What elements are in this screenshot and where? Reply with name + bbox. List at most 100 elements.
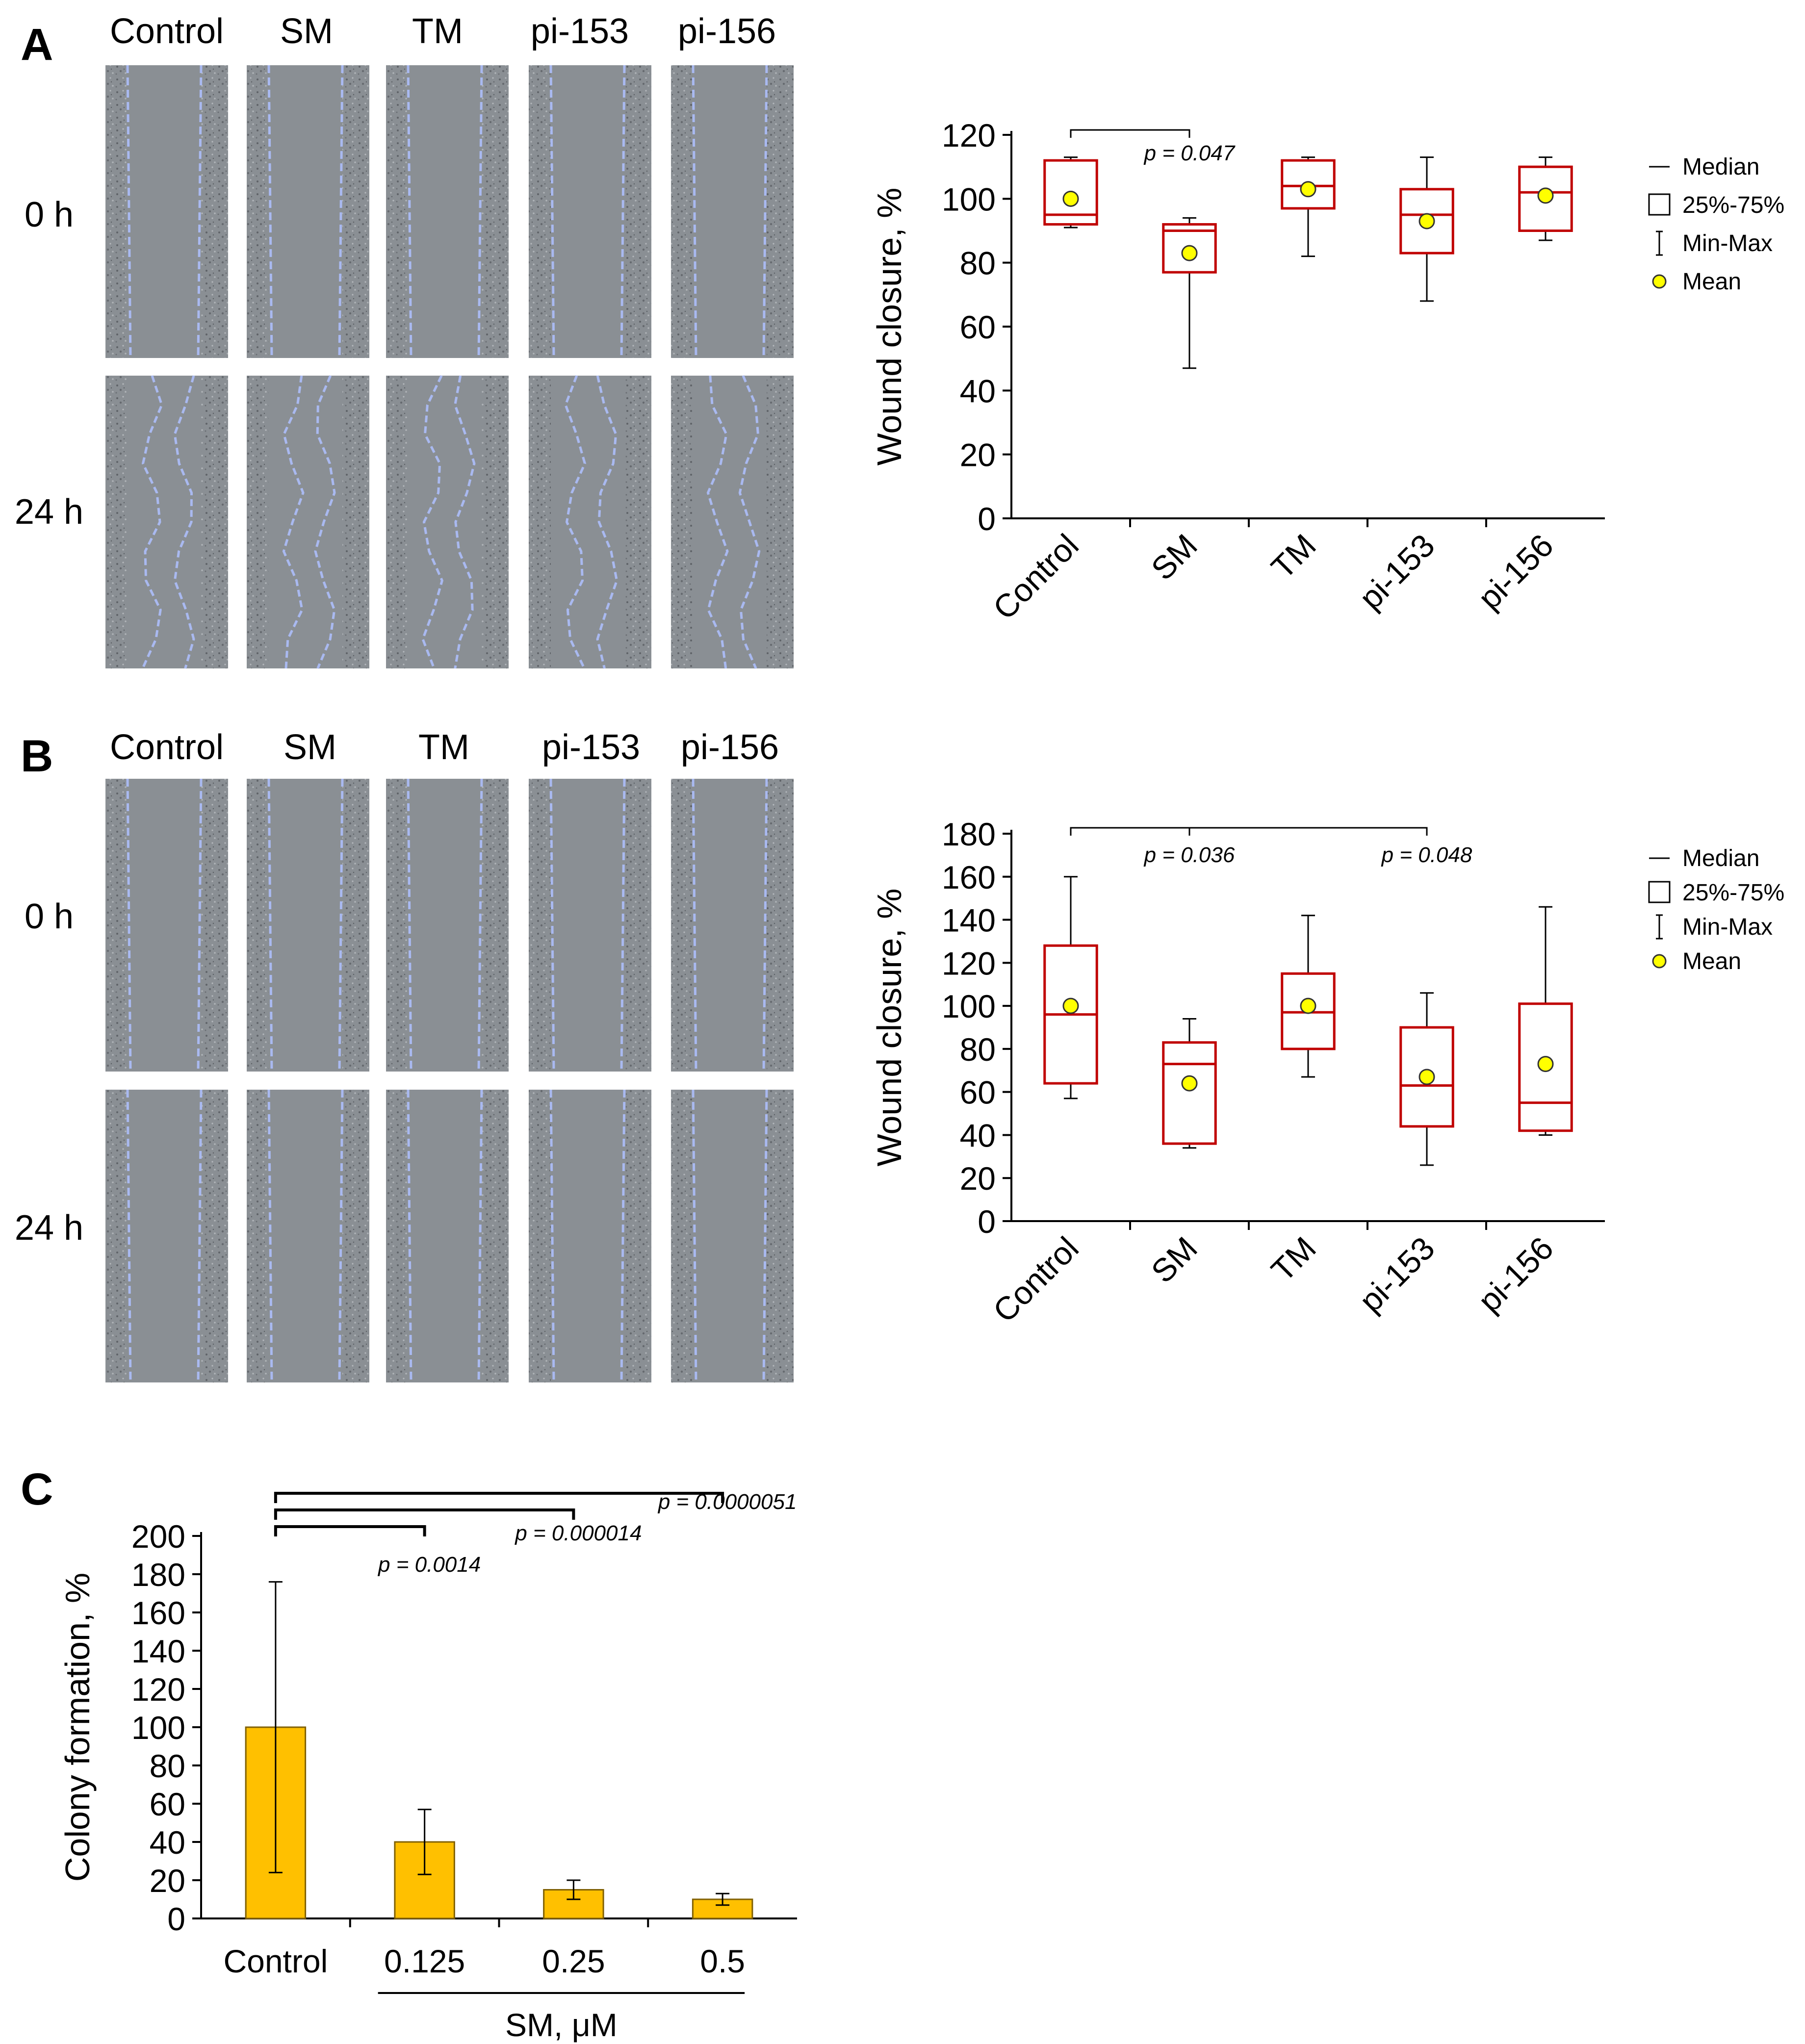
x-tick-label: pi-153 xyxy=(1352,1230,1442,1319)
p-value-label: p = 0.0014 xyxy=(377,1553,481,1577)
mean-marker xyxy=(1537,187,1554,204)
panel-b: B Control SM TM pi-153 pi-156 0 h 24 h 0… xyxy=(15,728,1784,1383)
mean-marker xyxy=(1062,190,1079,207)
iqr-box xyxy=(1162,1041,1217,1145)
wound-gap xyxy=(693,1090,767,1382)
x-tick-label: Control xyxy=(986,1230,1085,1329)
wound-gap xyxy=(269,376,342,668)
p-value-label: p = 0.048 xyxy=(1381,843,1472,867)
box-chart-b: 0 20 40 60 80 100 120 140 160 180 Control SM TM pi-15… xyxy=(870,816,1784,1329)
wound-gap xyxy=(693,376,767,668)
wound-gap xyxy=(128,65,201,358)
x-tick-label: pi-156 xyxy=(1471,1230,1560,1319)
legend-box-swatch xyxy=(1648,881,1671,903)
wound-gap xyxy=(551,1090,624,1382)
legend-range-label: Min-Max xyxy=(1682,230,1773,256)
y-tick-label: 60 xyxy=(150,1786,185,1822)
legend-median-label: Median xyxy=(1682,845,1759,871)
mean-marker xyxy=(1181,245,1198,261)
y-tick-label: 80 xyxy=(150,1748,185,1784)
wound-gap xyxy=(269,1090,342,1382)
wound-edge-line xyxy=(141,375,163,669)
x-tick-label: 0.5 xyxy=(700,1943,745,1979)
legend-box-swatch xyxy=(1648,193,1671,216)
y-tick-label: 100 xyxy=(942,181,996,217)
y-tick-label: 40 xyxy=(960,373,996,409)
legend-median-label: Median xyxy=(1682,154,1759,180)
micro-row-label: 24 h xyxy=(15,1208,83,1248)
wound-edge-line xyxy=(738,375,761,669)
micro-col-label: pi-153 xyxy=(542,728,640,767)
micro-row-label: 0 h xyxy=(25,897,74,936)
y-tick-label: 80 xyxy=(960,245,996,281)
legend-mean-label: Mean xyxy=(1682,269,1741,295)
y-tick-label: 60 xyxy=(960,309,996,345)
micro-col-label: TM xyxy=(412,12,463,51)
microscopy-grid-b xyxy=(105,778,794,1383)
y-tick-label: 120 xyxy=(942,945,996,981)
wound-gap xyxy=(693,65,767,358)
micro-col-label: Control xyxy=(110,728,224,767)
significance-bracket xyxy=(1070,827,1190,836)
wound-gap xyxy=(408,779,482,1072)
wound-gap xyxy=(408,65,482,358)
wound-gap xyxy=(551,376,624,668)
wound-gap xyxy=(551,65,624,358)
micro-col-label: SM xyxy=(284,728,336,767)
wound-gap xyxy=(551,779,624,1072)
y-tick-label: 40 xyxy=(960,1117,996,1153)
x-tick-label: TM xyxy=(1264,1230,1323,1289)
x-tick-label: pi-153 xyxy=(1352,527,1442,616)
x-tick-label: 0.125 xyxy=(384,1943,465,1979)
wound-gap xyxy=(408,376,482,668)
legend-box-label: 25%-75% xyxy=(1682,880,1784,906)
wound-gap xyxy=(269,779,342,1072)
y-axis-label: Wound closure, % xyxy=(870,188,908,466)
group-label: SM, μM xyxy=(505,2007,618,2043)
box-chart-a: 0 20 40 60 80 100 120 Control SM TM pi-153 pi-156 Wo… xyxy=(870,117,1784,626)
panel-a: A Control SM TM pi-153 pi-156 0 h 24 h 0… xyxy=(15,12,1784,669)
legend-box-label: 25%-75% xyxy=(1682,192,1784,218)
wound-edge-line xyxy=(173,375,195,669)
mean-marker xyxy=(1300,997,1316,1014)
y-tick-label: 0 xyxy=(978,501,996,537)
y-tick-label: 20 xyxy=(960,437,996,473)
micro-col-label: TM xyxy=(418,728,469,767)
p-value-label: p = 0.000014 xyxy=(514,1521,642,1545)
micro-row-label: 0 h xyxy=(25,195,74,234)
wound-edge-line xyxy=(706,375,729,669)
y-tick-label: 120 xyxy=(131,1671,185,1708)
significance-bracket xyxy=(1070,129,1190,138)
x-tick-label: Control xyxy=(223,1943,328,1979)
micro-col-label: Control xyxy=(110,12,224,51)
y-tick-label: 120 xyxy=(942,117,996,153)
p-value-label: p = 0.047 xyxy=(1143,141,1236,165)
micro-col-label: pi-153 xyxy=(531,12,629,51)
legend-range-swatch xyxy=(1656,914,1663,940)
panel-letter-a: A xyxy=(21,20,53,70)
micro-col-label: SM xyxy=(280,12,333,51)
y-axis-label: Wound closure, % xyxy=(870,889,908,1167)
y-tick-label: 20 xyxy=(960,1160,996,1197)
p-value-label: p = 0.0000051 xyxy=(657,1490,797,1514)
legend-mean-label: Mean xyxy=(1682,948,1741,974)
y-tick-label: 160 xyxy=(942,859,996,895)
wound-gap xyxy=(128,1090,201,1382)
wound-gap xyxy=(693,779,767,1072)
y-tick-label: 140 xyxy=(942,902,996,939)
mean-marker xyxy=(1300,181,1316,198)
wound-edge-line xyxy=(421,375,444,669)
wound-gap xyxy=(128,779,201,1072)
mean-marker xyxy=(1062,997,1079,1014)
wound-edge-line xyxy=(596,375,619,669)
wound-edge-line xyxy=(454,375,476,669)
p-value-label: p = 0.036 xyxy=(1143,843,1235,867)
significance-bracket xyxy=(274,1492,724,1503)
y-tick-label: 180 xyxy=(131,1557,185,1593)
micro-row-label: 24 h xyxy=(15,492,83,532)
wound-edge-line xyxy=(282,375,305,669)
mean-marker xyxy=(1537,1056,1554,1073)
y-tick-label: 160 xyxy=(131,1595,185,1631)
